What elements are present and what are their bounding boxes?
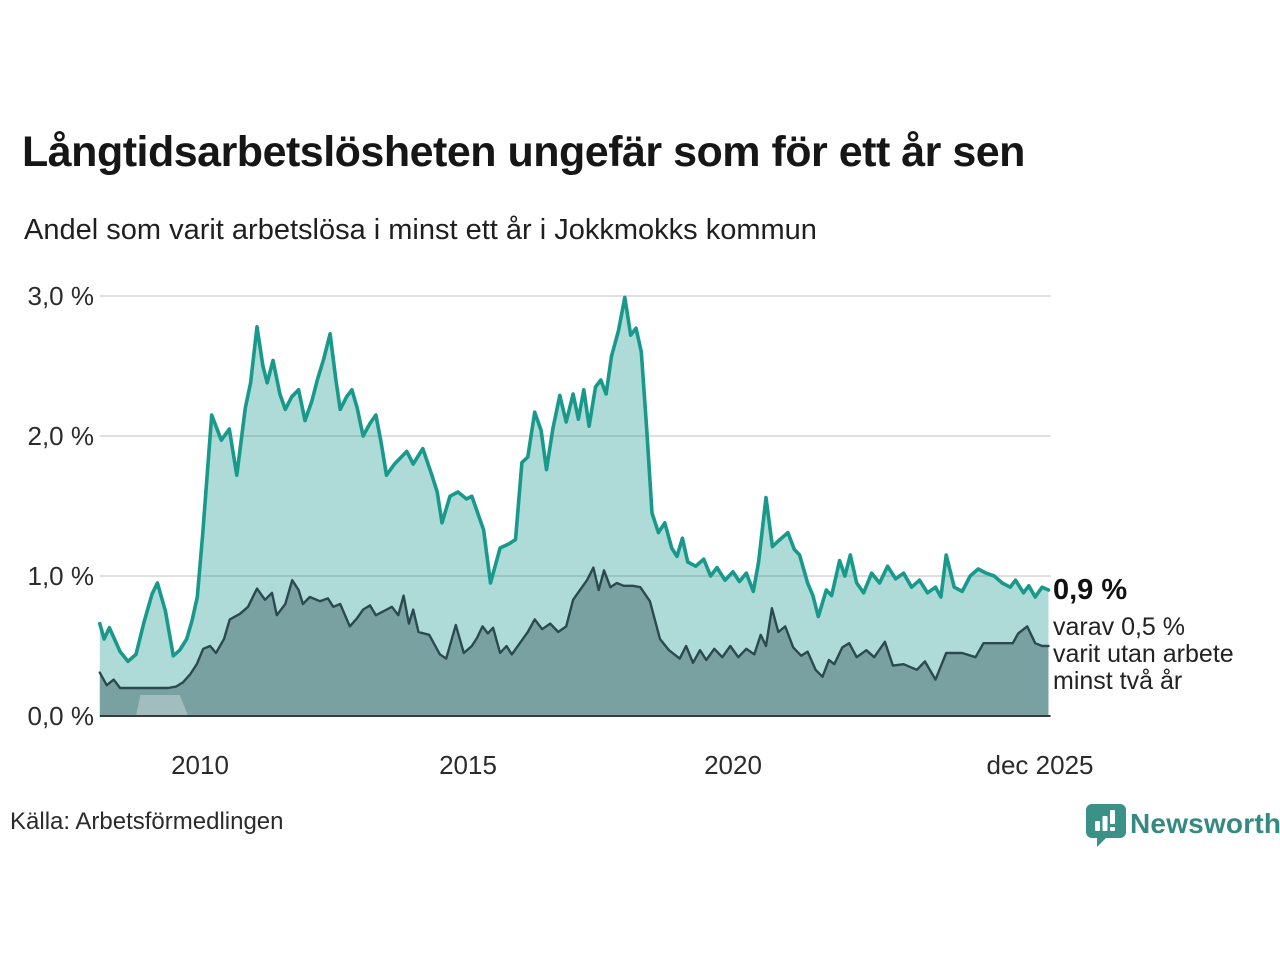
chart-area — [0, 280, 1280, 740]
line-min-one-year — [98, 295, 1051, 664]
unemployment-area-chart — [98, 295, 1051, 717]
detail-line-1: varav 0,5 % — [1053, 613, 1186, 641]
no-data-patch — [136, 695, 189, 716]
area-min-one-year — [99, 297, 1049, 716]
line-min-two-years — [98, 566, 1050, 690]
x-tick-dec-2025: dec 2025 — [986, 750, 1094, 780]
source-attribution: Källa: Arbetsförmedlingen — [10, 808, 284, 835]
detail-line-3: minst två år — [1053, 667, 1183, 695]
area-min-two-years — [99, 567, 1049, 716]
y-tick-3: 3,0 % — [27, 281, 95, 311]
detail-line-2: varit utan arbete — [1053, 640, 1234, 668]
newsworthy-logo-icon — [1086, 804, 1126, 847]
latest-value-label: 0,9 % — [1053, 574, 1128, 606]
newsworthy-logo: Newsworthy — [1086, 802, 1280, 850]
latest-value-detail: varav 0,5 % varit utan arbete minst två … — [1053, 614, 1234, 695]
x-tick-2010: 2010 — [171, 750, 229, 780]
y-tick-0: 0,0 % — [27, 701, 95, 731]
y-tick-1: 1,0 % — [27, 561, 95, 591]
x-tick-2015: 2015 — [439, 750, 497, 780]
chart-subtitle: Andel som varit arbetslösa i minst ett å… — [24, 214, 817, 246]
y-tick-2: 2,0 % — [27, 421, 95, 451]
x-tick-2020: 2020 — [704, 750, 762, 780]
newsworthy-logo-text: Newsworthy — [1130, 808, 1280, 839]
page-title: Långtidsarbetslösheten ungefär som för e… — [22, 128, 1025, 176]
